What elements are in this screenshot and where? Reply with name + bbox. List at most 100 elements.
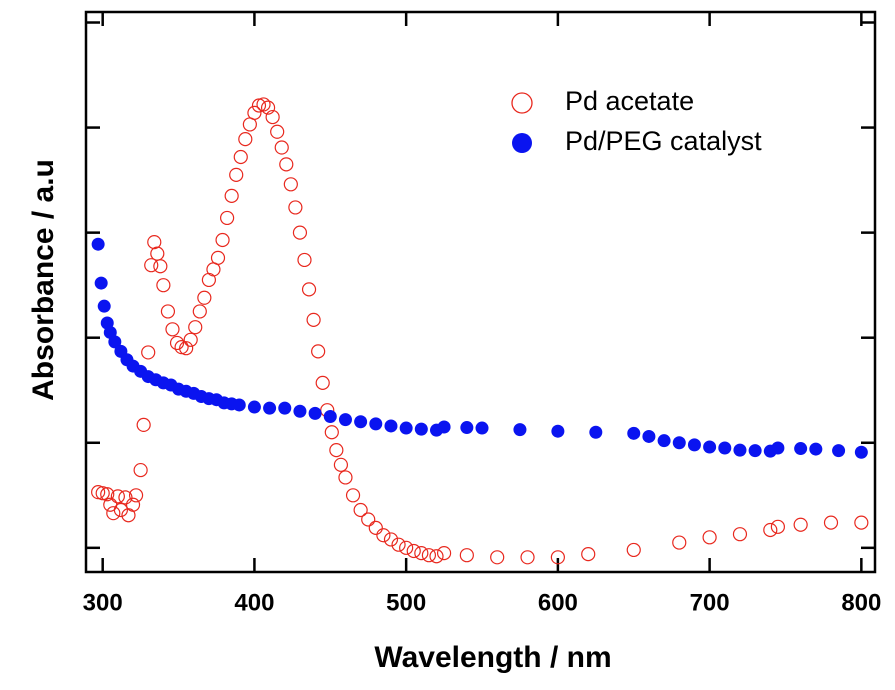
marker xyxy=(794,442,808,456)
legend-label: Pd acetate xyxy=(565,86,694,116)
x-tick-label: 700 xyxy=(690,589,730,616)
marker xyxy=(197,290,212,305)
marker xyxy=(733,443,747,457)
marker xyxy=(748,444,762,458)
marker xyxy=(329,443,344,458)
x-tick-label: 300 xyxy=(83,589,123,616)
marker xyxy=(220,210,235,226)
marker xyxy=(283,177,298,192)
marker xyxy=(263,401,277,415)
marker xyxy=(732,527,748,542)
marker xyxy=(460,421,474,435)
marker xyxy=(165,322,180,337)
marker xyxy=(353,502,368,518)
marker xyxy=(156,278,171,293)
marker xyxy=(315,375,330,390)
marker xyxy=(589,425,603,439)
marker xyxy=(657,434,671,448)
marker xyxy=(338,413,352,427)
marker xyxy=(256,97,271,112)
marker xyxy=(626,542,641,558)
marker xyxy=(128,488,144,503)
marker xyxy=(429,549,444,564)
marker xyxy=(763,522,778,538)
marker xyxy=(520,550,535,565)
x-tick-label: 400 xyxy=(234,589,274,616)
marker xyxy=(238,132,253,147)
marker xyxy=(292,225,308,240)
marker xyxy=(108,335,122,349)
marker xyxy=(490,550,505,565)
marker xyxy=(301,282,317,297)
marker xyxy=(399,421,413,435)
marker xyxy=(106,506,121,521)
marker xyxy=(323,410,337,424)
marker xyxy=(215,232,230,248)
marker xyxy=(113,502,128,518)
marker xyxy=(361,512,376,527)
marker xyxy=(136,417,151,433)
marker xyxy=(174,340,189,355)
marker xyxy=(324,425,339,440)
marker xyxy=(247,105,262,120)
marker xyxy=(94,276,108,290)
marker xyxy=(383,532,399,547)
plot-frame xyxy=(84,10,877,574)
marker xyxy=(368,520,383,535)
marker xyxy=(293,404,307,418)
marker xyxy=(118,490,133,505)
marker xyxy=(550,550,565,565)
marker xyxy=(153,259,168,274)
marker xyxy=(192,304,207,319)
marker xyxy=(369,417,383,431)
marker xyxy=(270,124,285,139)
marker xyxy=(809,442,823,456)
x-axis-label: Wavelength / nm xyxy=(374,641,611,674)
marker xyxy=(333,457,349,472)
marker xyxy=(297,252,312,268)
marker xyxy=(793,517,808,532)
y-axis-label: Absorbance / a.u xyxy=(27,159,60,401)
marker xyxy=(627,426,641,440)
marker xyxy=(581,547,596,562)
marker xyxy=(125,497,141,512)
marker xyxy=(703,440,717,454)
marker xyxy=(391,537,406,552)
marker xyxy=(97,299,111,313)
marker xyxy=(376,528,391,543)
marker xyxy=(823,515,839,530)
marker xyxy=(144,258,159,273)
marker xyxy=(459,548,474,563)
marker xyxy=(279,157,294,172)
marker xyxy=(95,486,110,501)
marker xyxy=(110,489,125,504)
marker xyxy=(475,421,489,435)
marker xyxy=(513,423,527,437)
marker xyxy=(265,109,280,125)
marker xyxy=(224,188,239,203)
marker xyxy=(150,246,165,261)
marker xyxy=(854,515,869,530)
legend-marker xyxy=(512,133,532,153)
marker xyxy=(384,419,398,433)
marker xyxy=(702,530,717,545)
marker xyxy=(436,545,452,561)
marker xyxy=(437,420,451,434)
marker xyxy=(414,545,429,561)
marker xyxy=(288,200,303,215)
marker xyxy=(414,422,428,436)
marker xyxy=(210,250,226,265)
marker xyxy=(854,445,868,459)
marker xyxy=(247,400,261,414)
legend-marker xyxy=(511,92,533,114)
marker xyxy=(771,441,785,455)
marker xyxy=(274,140,289,155)
marker xyxy=(278,401,292,415)
marker xyxy=(188,320,203,335)
marker xyxy=(91,237,105,251)
marker xyxy=(169,335,185,351)
marker xyxy=(687,438,701,452)
marker xyxy=(311,344,326,359)
marker xyxy=(306,312,321,327)
marker xyxy=(338,470,353,485)
